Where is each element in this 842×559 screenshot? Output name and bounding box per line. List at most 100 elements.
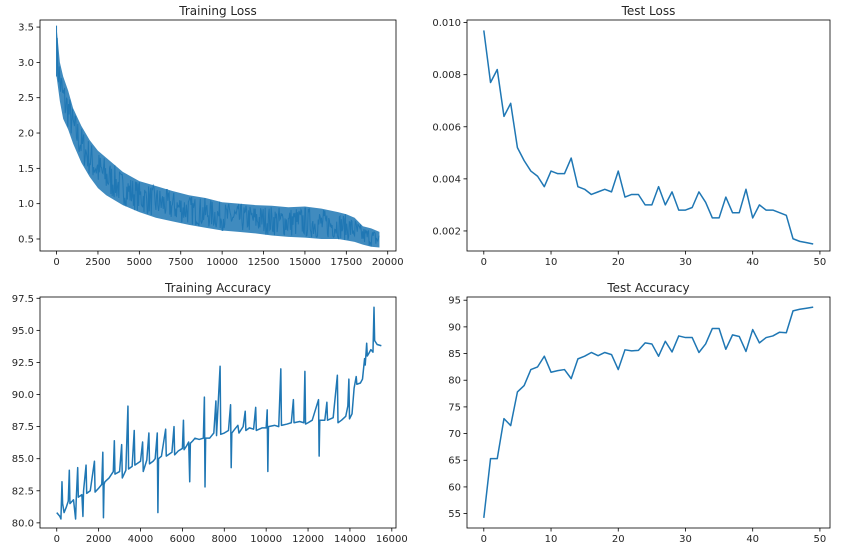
data-point: [63, 511, 65, 513]
data-point: [792, 310, 794, 312]
x-tick-label: 16000: [376, 534, 408, 545]
data-point: [751, 217, 753, 219]
data-point: [304, 370, 306, 372]
data-point: [60, 518, 62, 520]
data-point: [704, 201, 706, 203]
data-point: [496, 68, 498, 70]
data-point: [157, 458, 159, 460]
data-point: [229, 404, 231, 406]
y-tick-label: 90.0: [12, 390, 34, 401]
data-point: [651, 343, 653, 345]
y-tick-label: 1.0: [18, 199, 34, 210]
data-point: [77, 496, 79, 498]
data-point: [604, 351, 606, 353]
data-point: [684, 209, 686, 211]
data-point: [101, 483, 103, 485]
data-point: [698, 191, 700, 193]
x-tick-label: 5000: [127, 257, 152, 268]
data-point: [597, 191, 599, 193]
data-point: [307, 422, 309, 424]
data-point: [370, 348, 372, 350]
data-point: [127, 468, 129, 470]
data-point: [355, 375, 357, 377]
data-point: [725, 196, 727, 198]
data-point: [203, 396, 205, 398]
y-tick-label: 95: [448, 296, 461, 307]
x-tick-label: 6000: [170, 534, 195, 545]
data-point: [731, 212, 733, 214]
data-point: [164, 428, 166, 430]
data-point: [684, 336, 686, 338]
x-tick-label: 0: [54, 534, 60, 545]
chart-title: Training Loss: [178, 4, 256, 18]
data-point: [610, 353, 612, 355]
y-tick-label: 1.5: [18, 164, 34, 175]
data-point: [523, 159, 525, 161]
data-point: [173, 454, 175, 456]
data-point: [563, 172, 565, 174]
data-point: [82, 490, 84, 492]
data-point: [380, 345, 382, 347]
plot-area: [483, 306, 814, 519]
data-point: [261, 427, 263, 429]
x-tick-label: 0: [481, 534, 487, 545]
data-point: [121, 477, 123, 479]
data-point: [516, 146, 518, 148]
data-point: [583, 355, 585, 357]
y-tick-label: 3.0: [18, 58, 34, 69]
y-tick-label: 2.0: [18, 129, 34, 140]
data-point: [278, 425, 280, 427]
data-point: [765, 336, 767, 338]
data-point: [332, 416, 334, 418]
data-point: [624, 196, 626, 198]
chart-test_loss: Test Loss 0 10 20 30 40 50 0.002 0.004 0.006 0.008…: [432, 4, 831, 268]
x-tick-label: 2000: [86, 534, 111, 545]
x-tick-label: 50: [814, 534, 827, 545]
data-point: [347, 405, 349, 407]
data-point: [577, 185, 579, 187]
y-tick-label: 0.006: [432, 122, 461, 133]
data-point: [758, 342, 760, 344]
data-point: [536, 366, 538, 368]
data-point: [543, 185, 545, 187]
data-point: [550, 170, 552, 172]
data-point: [738, 335, 740, 337]
x-tick-label: 10000: [206, 257, 238, 268]
data-point: [359, 382, 361, 384]
data-point: [353, 387, 355, 389]
data-point: [557, 172, 559, 174]
data-point: [238, 432, 240, 434]
data-point: [245, 429, 247, 431]
chart-train_acc: Training Accuracy 0 2000 4000 6000 8000 10000 1…: [12, 281, 408, 545]
data-point: [273, 424, 275, 426]
data-point: [489, 457, 491, 459]
data-point: [142, 470, 144, 472]
data-point: [657, 355, 659, 357]
x-tick-label: 10000: [250, 534, 282, 545]
x-tick-label: 4000: [128, 534, 153, 545]
data-point: [337, 422, 339, 424]
x-tick-label: 17500: [330, 257, 362, 268]
x-tick-label: 20000: [372, 257, 404, 268]
data-point: [617, 368, 619, 370]
data-point: [94, 491, 96, 493]
data-point: [231, 432, 233, 434]
data-point: [583, 188, 585, 190]
y-tick-label: 80.0: [12, 518, 34, 529]
data-point: [267, 425, 269, 427]
data-point: [183, 449, 185, 451]
data-point: [731, 334, 733, 336]
data-point: [194, 437, 196, 439]
data-point: [112, 470, 114, 472]
data-point: [799, 240, 801, 242]
data-point: [293, 422, 295, 424]
data-point: [812, 243, 814, 245]
x-tick-label: 10: [545, 534, 558, 545]
data-point: [125, 469, 127, 471]
data-point: [718, 217, 720, 219]
data-point: [678, 335, 680, 337]
data-point: [220, 433, 222, 435]
data-point: [483, 517, 485, 519]
y-tick-label: 55: [448, 509, 461, 520]
data-point: [248, 427, 250, 429]
